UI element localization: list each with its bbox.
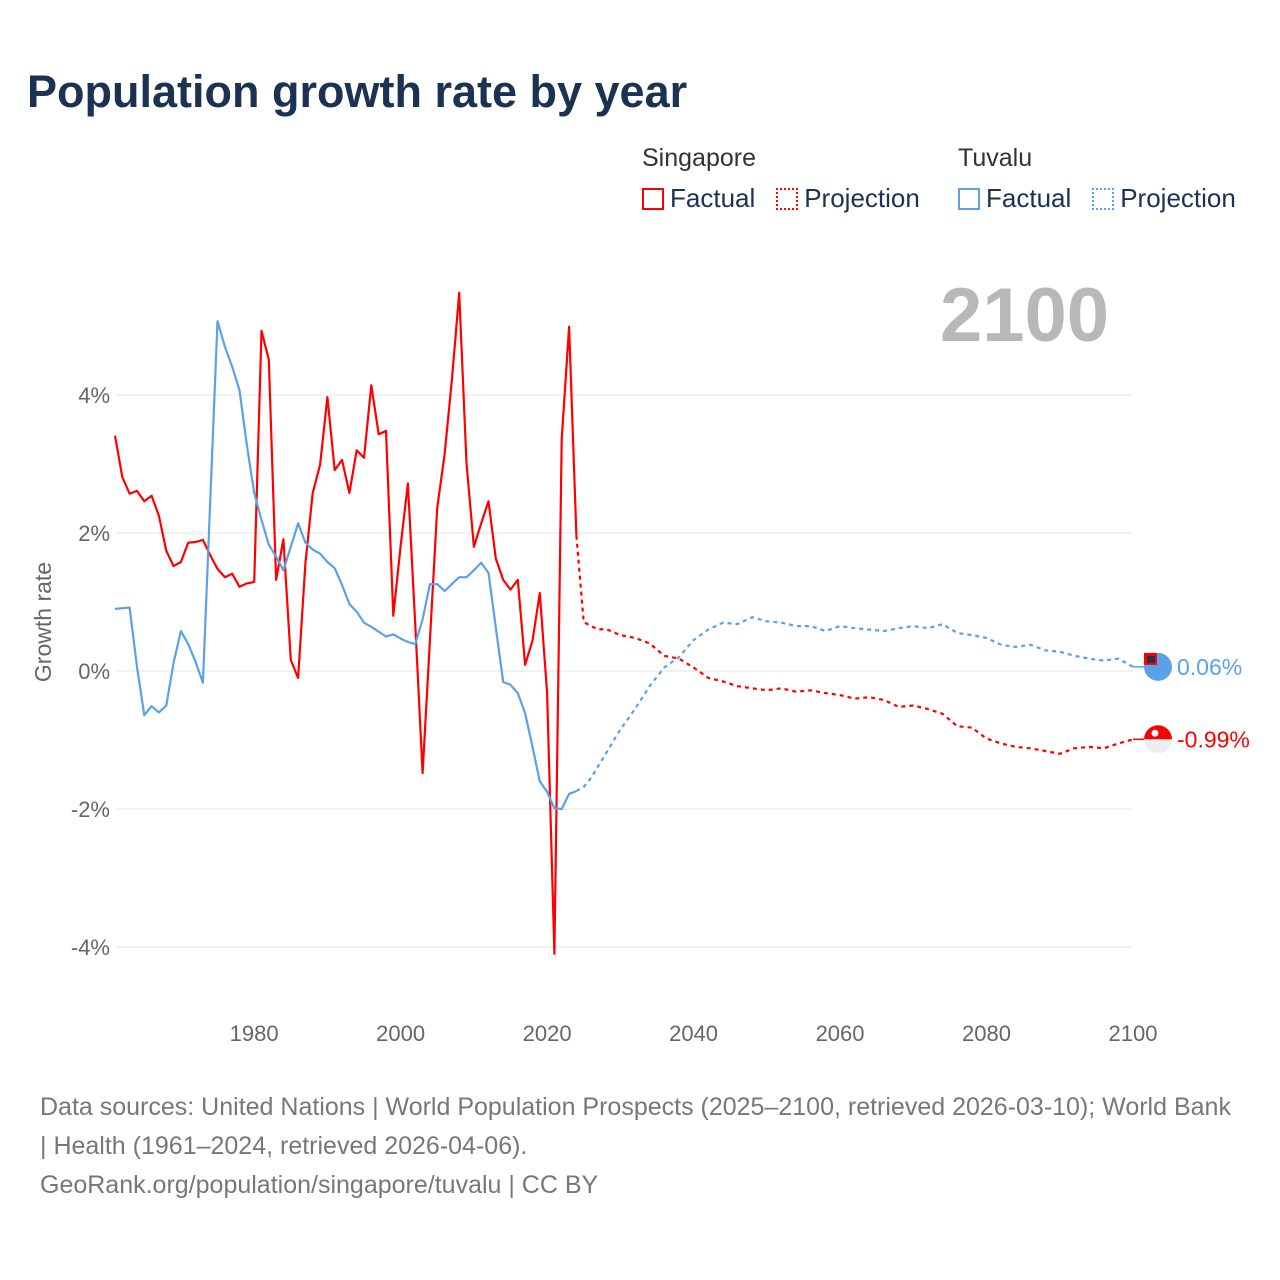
- legend-singapore: Singapore Factual Projection: [642, 144, 926, 217]
- legend-label: Projection: [804, 183, 920, 213]
- x-tick-label: 2040: [669, 1021, 718, 1046]
- solid-swatch-icon: [958, 187, 980, 210]
- footer: Data sources: United Nations | World Pop…: [40, 1088, 1240, 1205]
- y-tick-label: 0%: [78, 659, 110, 684]
- legend-tuvalu: Tuvalu Factual Projection: [958, 144, 1242, 217]
- legend-label: Factual: [670, 183, 756, 213]
- chart-title: Population growth rate by year: [27, 66, 688, 117]
- legend-group-title: Singapore: [642, 144, 756, 172]
- dotted-swatch-icon: [1092, 187, 1115, 210]
- legend-label: Projection: [1120, 183, 1236, 213]
- series-line-tuvalu-projection: [575, 616, 1134, 793]
- legend-label: Factual: [986, 183, 1072, 213]
- series-line-singapore-projection: [575, 535, 1134, 755]
- x-tick-label: 2000: [376, 1021, 425, 1046]
- tuvalu-flag-union: [1147, 655, 1155, 663]
- y-tick-label: -2%: [71, 797, 110, 822]
- end-value-label: -0.99%: [1177, 726, 1250, 752]
- solid-swatch-icon: [642, 187, 664, 210]
- attribution: GeoRank.org/population/singapore/tuvalu …: [40, 1171, 599, 1199]
- legend-singapore-factual[interactable]: Factual: [642, 183, 755, 214]
- y-tick-label: 2%: [78, 521, 110, 546]
- x-tick-label: 2080: [962, 1021, 1011, 1046]
- x-tick-label: 1980: [230, 1021, 279, 1046]
- y-tick-label: -4%: [71, 935, 110, 960]
- data-sources: Data sources: United Nations | World Pop…: [40, 1093, 1231, 1160]
- x-tick-label: 2060: [816, 1021, 865, 1046]
- x-tick-label: 2100: [1109, 1021, 1158, 1046]
- legend-group-title: Tuvalu: [958, 144, 1033, 172]
- end-value-label: 0.06%: [1177, 654, 1242, 680]
- current-year-label: 2100: [940, 273, 1110, 358]
- y-axis-label: Growth rate: [30, 562, 56, 682]
- legend-singapore-projection[interactable]: Projection: [776, 183, 920, 214]
- dotted-swatch-icon: [776, 187, 799, 210]
- singapore-flag-crescent: [1151, 729, 1159, 737]
- legend-tuvalu-projection[interactable]: Projection: [1092, 183, 1236, 214]
- legend-tuvalu-factual[interactable]: Factual: [958, 183, 1071, 214]
- x-tick-label: 2020: [523, 1021, 572, 1046]
- series-line-singapore-factual: [113, 291, 578, 956]
- series-line-tuvalu-factual: [114, 320, 577, 811]
- y-tick-label: 4%: [78, 383, 110, 408]
